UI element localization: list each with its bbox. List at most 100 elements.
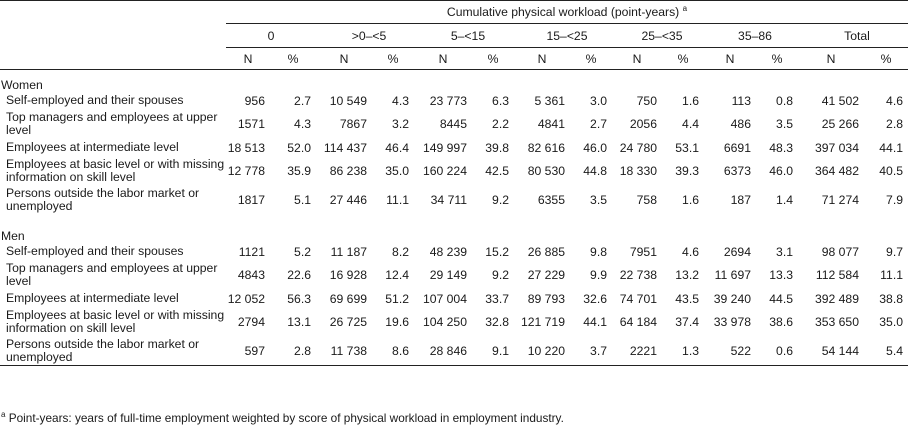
count-cell: 8445 xyxy=(439,117,467,131)
percent-cell: 4.6 xyxy=(886,93,903,108)
count-cell: 187 xyxy=(730,193,751,207)
count-cell: 80 530 xyxy=(527,164,565,178)
count-cell: 750 xyxy=(636,93,657,108)
table-row: Top managers and employees at upper leve… xyxy=(0,110,908,139)
count-cell: 27 229 xyxy=(527,268,565,282)
percent-cell: 1.6 xyxy=(682,193,699,207)
percent-cell: 39.8 xyxy=(485,140,509,155)
group-header: 0 xyxy=(226,23,316,48)
group-header: Total xyxy=(798,23,908,48)
percent-cell: 3.5 xyxy=(776,117,793,131)
count-cell: 392 489 xyxy=(814,291,859,306)
percent-cell: 42.5 xyxy=(485,164,509,178)
percent-cell: 3.2 xyxy=(392,117,409,131)
count-cell: 2221 xyxy=(612,336,662,366)
percent-cell: 19.6 xyxy=(385,315,409,329)
section-heading: Men xyxy=(1,228,25,243)
count-cell: 112 584 xyxy=(815,268,859,282)
percent-cell: 51.2 xyxy=(385,291,409,306)
percent-cell: 32.8 xyxy=(485,315,509,329)
n-header: N xyxy=(704,47,756,70)
percent-cell: 3.1 xyxy=(776,244,793,259)
table-title: Cumulative physical workload (point-year… xyxy=(226,0,908,24)
percent-cell: 2.2 xyxy=(492,117,509,131)
percent-cell: 33.7 xyxy=(485,291,509,306)
percent-cell: 43.5 xyxy=(675,291,699,306)
pct-header: % xyxy=(372,47,414,70)
count-cell: 10 549 xyxy=(329,93,367,108)
percent-cell: 44.1 xyxy=(583,315,607,329)
count-cell: 25 266 xyxy=(821,117,859,131)
table-row: Persons outside the labor market or unem… xyxy=(0,336,908,366)
count-cell: 4841 xyxy=(537,117,565,131)
workload-table: Cumulative physical workload (point-year… xyxy=(0,0,908,366)
percent-cell: 44.8 xyxy=(583,164,607,178)
pct-header: % xyxy=(864,47,908,70)
section-heading: Women xyxy=(1,77,43,92)
group-header: 25–<35 xyxy=(612,23,704,48)
count-cell: 27 446 xyxy=(329,193,367,207)
percent-cell: 56.3 xyxy=(287,291,311,306)
percent-cell: 8.2 xyxy=(392,244,409,259)
n-header: N xyxy=(514,47,570,70)
table-row: Employees at intermediate level 18 513 52.… xyxy=(0,139,908,157)
footnote: a Point-years: years of full-time employ… xyxy=(1,410,564,425)
percent-cell: 0.6 xyxy=(756,336,798,366)
percent-cell: 6.3 xyxy=(492,93,509,108)
count-cell: 74 701 xyxy=(619,291,657,306)
group-header: >0–<5 xyxy=(316,23,414,48)
row-label: Persons outside the labor market or unem… xyxy=(0,336,226,366)
count-cell: 486 xyxy=(730,117,751,131)
row-label: Employees at basic level or with missing… xyxy=(6,157,225,184)
percent-cell: 3.7 xyxy=(570,336,612,366)
n-header: N xyxy=(798,47,864,70)
footnote-marker: a xyxy=(1,410,6,419)
count-cell: 26 725 xyxy=(329,315,367,329)
count-cell: 2694 xyxy=(723,244,751,259)
row-label: Top managers and employees at upper leve… xyxy=(6,110,218,137)
row-label: Employees at intermediate level xyxy=(6,140,179,154)
percent-cell: 9.2 xyxy=(492,268,509,282)
percent-cell: 35.0 xyxy=(879,315,903,329)
percent-cell: 2.7 xyxy=(590,117,607,131)
percent-cell: 1.3 xyxy=(662,336,704,366)
percent-cell: 2.8 xyxy=(886,117,903,131)
title-footnote-marker: a xyxy=(682,4,688,14)
percent-cell: 9.7 xyxy=(886,244,903,259)
percent-cell: 11.1 xyxy=(880,268,903,282)
percent-cell: 4.6 xyxy=(682,244,699,259)
percent-cell: 22.6 xyxy=(287,268,311,282)
count-cell: 86 238 xyxy=(329,164,367,178)
percent-cell: 15.2 xyxy=(485,244,509,259)
count-cell: 12 052 xyxy=(227,291,265,306)
count-cell: 12 778 xyxy=(227,164,265,178)
count-cell: 28 846 xyxy=(414,336,472,366)
count-cell: 1571 xyxy=(237,117,265,131)
count-cell: 113 xyxy=(731,93,751,108)
count-cell: 121 719 xyxy=(520,315,565,329)
percent-cell: 13.3 xyxy=(769,268,793,282)
percent-cell: 1.6 xyxy=(682,93,699,108)
percent-cell: 40.5 xyxy=(879,164,903,178)
table-row: Self-employed and their spouses 956 2.7 10 … xyxy=(0,92,908,110)
percent-cell: 53.1 xyxy=(675,140,699,155)
pct-header: % xyxy=(270,47,316,70)
count-cell: 34 711 xyxy=(430,193,467,207)
percent-cell: 46.0 xyxy=(583,140,607,155)
row-label: Self-employed and their spouses xyxy=(6,93,184,107)
count-cell: 149 997 xyxy=(422,140,467,155)
count-cell: 82 616 xyxy=(527,140,565,155)
percent-cell: 1.4 xyxy=(776,193,793,207)
percent-cell: 9.1 xyxy=(472,336,514,366)
group-header: 15–<25 xyxy=(514,23,612,48)
count-cell: 16 928 xyxy=(329,268,367,282)
count-cell: 26 885 xyxy=(527,244,565,259)
percent-cell: 9.8 xyxy=(590,244,607,259)
percent-cell: 32.6 xyxy=(583,291,607,306)
count-cell: 11 738 xyxy=(316,336,372,366)
count-cell: 71 274 xyxy=(821,193,859,207)
count-cell: 597 xyxy=(226,336,270,366)
row-label: Persons outside the labor market or unem… xyxy=(6,186,200,213)
count-cell: 6373 xyxy=(723,164,751,178)
group-header: 5–<15 xyxy=(414,23,514,48)
